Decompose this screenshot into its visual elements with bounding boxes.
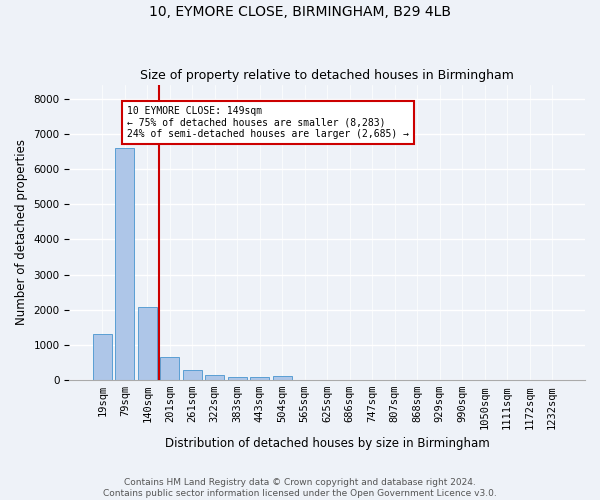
Text: 10 EYMORE CLOSE: 149sqm
← 75% of detached houses are smaller (8,283)
24% of semi: 10 EYMORE CLOSE: 149sqm ← 75% of detache… <box>127 106 409 139</box>
Bar <box>183 370 202 380</box>
X-axis label: Distribution of detached houses by size in Birmingham: Distribution of detached houses by size … <box>165 437 490 450</box>
Bar <box>93 334 112 380</box>
Bar <box>205 376 224 380</box>
Bar <box>115 148 134 380</box>
Bar <box>250 378 269 380</box>
Bar <box>160 357 179 380</box>
Y-axis label: Number of detached properties: Number of detached properties <box>15 140 28 326</box>
Bar <box>272 376 292 380</box>
Bar <box>228 377 247 380</box>
Text: 10, EYMORE CLOSE, BIRMINGHAM, B29 4LB: 10, EYMORE CLOSE, BIRMINGHAM, B29 4LB <box>149 5 451 19</box>
Text: Contains HM Land Registry data © Crown copyright and database right 2024.
Contai: Contains HM Land Registry data © Crown c… <box>103 478 497 498</box>
Bar <box>138 307 157 380</box>
Title: Size of property relative to detached houses in Birmingham: Size of property relative to detached ho… <box>140 69 514 82</box>
